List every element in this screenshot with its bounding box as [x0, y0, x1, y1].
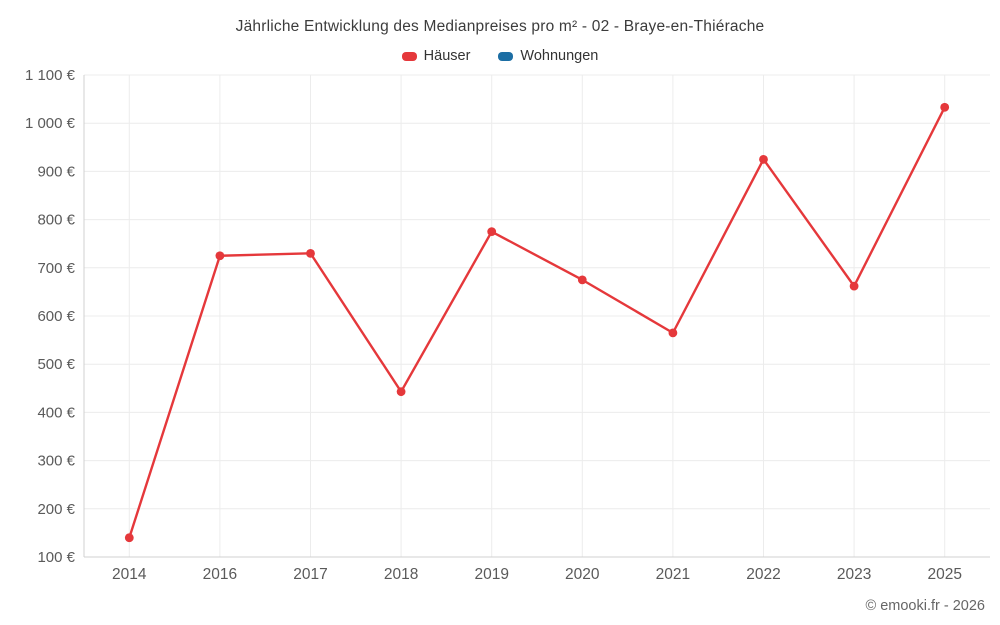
x-tick-label: 2017 [293, 566, 327, 583]
data-point[interactable] [124, 533, 134, 543]
legend: Häuser Wohnungen [0, 48, 1000, 64]
y-tick-label: 400 € [37, 404, 75, 421]
x-tick-label: 2014 [112, 566, 147, 583]
y-tick-label: 500 € [37, 356, 75, 373]
copyright: © emooki.fr - 2026 [865, 598, 985, 614]
data-point[interactable] [759, 154, 768, 164]
legend-swatch-hauser-icon [401, 51, 417, 61]
legend-item-wohnungen[interactable]: Wohnungen [498, 48, 598, 64]
chart-title: Jährliche Entwicklung des Medianpreises … [235, 18, 765, 35]
y-tick-label: 900 € [37, 163, 75, 180]
data-point[interactable] [306, 248, 315, 258]
data-point[interactable] [668, 328, 678, 338]
data-point[interactable] [940, 102, 950, 112]
legend-item-hauser[interactable]: Häuser [401, 48, 471, 64]
data-point[interactable] [396, 387, 406, 397]
x-tick-label: 2021 [656, 566, 690, 583]
x-tick-label: 2022 [746, 566, 780, 583]
x-tick-label: 2019 [474, 566, 508, 583]
legend-swatch-wohnungen-icon [498, 51, 514, 61]
y-tick-label: 300 € [37, 453, 75, 470]
y-tick-label: 1 000 € [25, 115, 76, 132]
x-tick-label: 2016 [203, 566, 237, 583]
x-tick-label: 2023 [837, 566, 871, 583]
data-point[interactable] [577, 275, 587, 285]
x-tick-label: 2020 [565, 566, 600, 583]
y-tick-label: 700 € [37, 260, 75, 277]
x-tick-label: 2025 [927, 566, 961, 583]
y-tick-label: 1 100 € [25, 67, 76, 84]
x-tick-label: 2018 [384, 566, 418, 583]
y-tick-label: 600 € [37, 308, 75, 325]
legend-label-hauser: Häuser [423, 48, 471, 64]
y-tick-label: 200 € [37, 501, 75, 518]
y-tick-label: 100 € [37, 549, 75, 566]
series-line-Häuser [128, 106, 946, 539]
legend-label-wohnungen: Wohnungen [520, 48, 599, 64]
y-tick-label: 800 € [37, 212, 75, 229]
data-point[interactable] [487, 227, 497, 237]
data-point[interactable] [215, 251, 225, 261]
data-point[interactable] [849, 281, 859, 291]
